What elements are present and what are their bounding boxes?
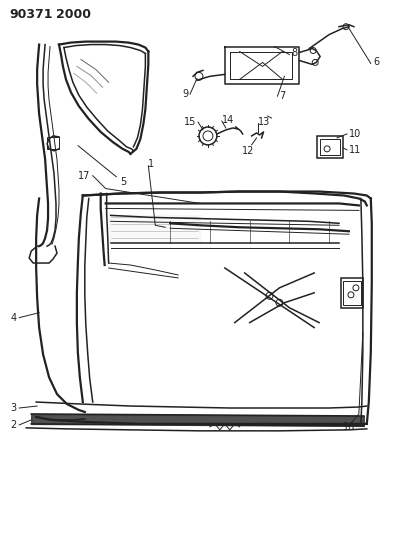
Bar <box>47 137 59 149</box>
Bar <box>343 281 361 305</box>
Text: 2000: 2000 <box>56 8 91 21</box>
Text: 15: 15 <box>184 117 196 127</box>
Text: 4: 4 <box>10 313 16 322</box>
Text: 9: 9 <box>182 89 188 99</box>
Text: 6: 6 <box>374 58 380 68</box>
Text: 3: 3 <box>10 403 16 413</box>
Text: 10: 10 <box>349 129 361 139</box>
Text: 13: 13 <box>258 117 270 127</box>
Bar <box>317 136 343 158</box>
Bar <box>320 139 340 155</box>
Text: 1: 1 <box>148 159 154 169</box>
Polygon shape <box>109 215 200 243</box>
Text: 11: 11 <box>349 145 361 155</box>
Text: 8: 8 <box>291 47 297 58</box>
Text: 5: 5 <box>121 176 127 187</box>
Text: 90371: 90371 <box>10 8 53 21</box>
Text: 14: 14 <box>222 115 234 125</box>
Text: 7: 7 <box>279 91 286 101</box>
Text: 16: 16 <box>343 422 355 432</box>
Text: 17: 17 <box>78 171 91 181</box>
Bar <box>341 278 363 308</box>
Text: 2: 2 <box>10 420 16 430</box>
Text: 12: 12 <box>241 146 254 156</box>
